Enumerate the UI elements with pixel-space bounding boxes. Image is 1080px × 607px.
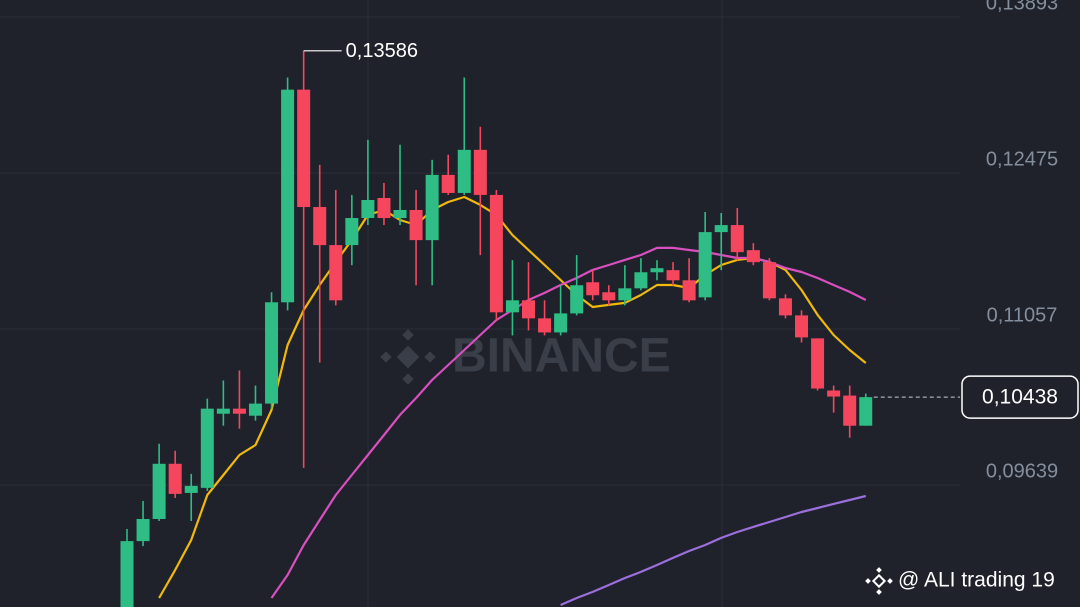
moving-average-line: [270, 246, 867, 599]
watermark-text: BINANCE: [452, 330, 671, 383]
annotations: 0,13586 0,10438: [303, 40, 1079, 419]
y-tick-label: 0,13893: [986, 0, 1058, 14]
candle-body: [586, 282, 600, 296]
candle-body: [457, 149, 471, 193]
last-price-label: 0,10438: [982, 386, 1058, 409]
candle-body: [265, 302, 279, 404]
candle-body: [409, 209, 423, 241]
candle-body: [666, 270, 680, 281]
candle-body: [441, 174, 455, 193]
candle-body: [377, 198, 391, 219]
candles: [120, 50, 873, 607]
candle-body: [168, 463, 182, 494]
candle-body: [682, 280, 696, 301]
candle-body: [505, 300, 519, 313]
candle-body: [297, 89, 311, 208]
candle-body: [313, 207, 327, 246]
candle-body: [634, 272, 648, 289]
candle-body: [425, 174, 439, 241]
y-tick-label: 0,09639: [986, 460, 1058, 482]
credit-text: @ ALI trading 19: [898, 569, 1055, 592]
candle-body: [778, 298, 792, 316]
candle-body: [216, 408, 230, 414]
candle-body: [522, 300, 535, 319]
y-tick-label: 0,11057: [987, 304, 1058, 326]
candle-body: [762, 262, 776, 299]
candle-body: [827, 390, 841, 397]
candle-body: [489, 194, 503, 313]
candle-body: [329, 245, 343, 301]
candle-body: [554, 313, 568, 333]
candle-body: [232, 408, 246, 414]
candle-body: [746, 250, 760, 263]
candle-body: [714, 225, 728, 233]
candle-body: [393, 209, 407, 219]
candle-body: [152, 463, 166, 519]
high-label: 0,13586: [346, 40, 418, 62]
candle-body: [200, 408, 214, 488]
last-price-box: [961, 375, 1079, 419]
credit-logo: [865, 567, 893, 595]
candle-body: [795, 315, 809, 338]
candle-body: [698, 232, 712, 298]
candle-body: [859, 397, 873, 426]
y-tick-label: 0,12475: [986, 148, 1058, 170]
candle-body: [345, 218, 359, 246]
candle-body: [281, 89, 295, 303]
candle-body: [570, 285, 584, 314]
candle-body: [843, 395, 857, 426]
candle-body: [650, 268, 664, 273]
candle-body: [120, 541, 134, 607]
candle-body: [361, 199, 375, 219]
candle-body: [618, 288, 632, 301]
candle-body: [184, 485, 198, 493]
candle-body: [473, 149, 487, 195]
candle-body: [538, 318, 552, 333]
moving-average-line: [560, 494, 867, 607]
candle-body: [811, 338, 825, 389]
candle-body: [136, 518, 150, 542]
candle-body: [602, 292, 616, 301]
candle-body: [730, 225, 744, 253]
candle-body: [248, 403, 262, 416]
